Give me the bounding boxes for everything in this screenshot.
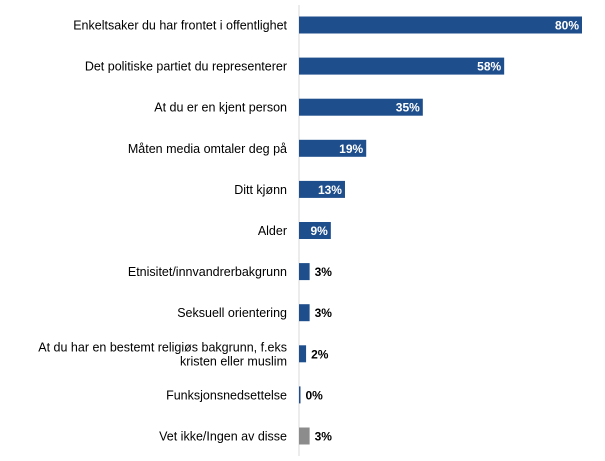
data-label: 19% bbox=[339, 142, 363, 156]
data-label: 35% bbox=[396, 101, 420, 115]
bar bbox=[299, 139, 367, 157]
category-label: Funksjonsnedsettelse bbox=[166, 388, 287, 402]
data-label: 0% bbox=[306, 388, 324, 402]
category-label: At du har en bestemt religiøs bakgrunn, … bbox=[38, 340, 287, 368]
bar bbox=[299, 98, 423, 116]
data-label: 3% bbox=[315, 430, 333, 444]
bar bbox=[299, 263, 310, 281]
category-label: Måten media omtaler deg på bbox=[128, 142, 287, 156]
data-label: 9% bbox=[310, 224, 328, 238]
data-label: 2% bbox=[311, 347, 329, 361]
bar bbox=[299, 345, 307, 363]
category-label: Vet ikke/Ingen av disse bbox=[159, 430, 287, 444]
bar bbox=[299, 427, 310, 445]
category-label: At du er en kjent person bbox=[154, 101, 287, 115]
bar bbox=[299, 16, 582, 34]
data-label: 58% bbox=[477, 60, 501, 74]
category-label: Alder bbox=[258, 224, 287, 238]
category-label: Ditt kjønn bbox=[234, 183, 287, 197]
category-label: Enkeltsaker du har frontet i offentlighe… bbox=[73, 19, 287, 33]
bar bbox=[299, 180, 345, 198]
bar bbox=[299, 57, 505, 75]
category-label: Det politiske partiet du representerer bbox=[85, 60, 287, 74]
data-label: 13% bbox=[318, 183, 342, 197]
bar bbox=[299, 304, 310, 322]
data-label: 80% bbox=[555, 19, 579, 33]
bar bbox=[299, 222, 331, 239]
category-label: Seksuell orientering bbox=[177, 306, 287, 320]
data-label: 3% bbox=[315, 306, 333, 320]
data-label: 3% bbox=[315, 265, 333, 279]
bar bbox=[299, 386, 301, 404]
category-label: Etnisitet/innvandrerbakgrunn bbox=[128, 265, 287, 279]
